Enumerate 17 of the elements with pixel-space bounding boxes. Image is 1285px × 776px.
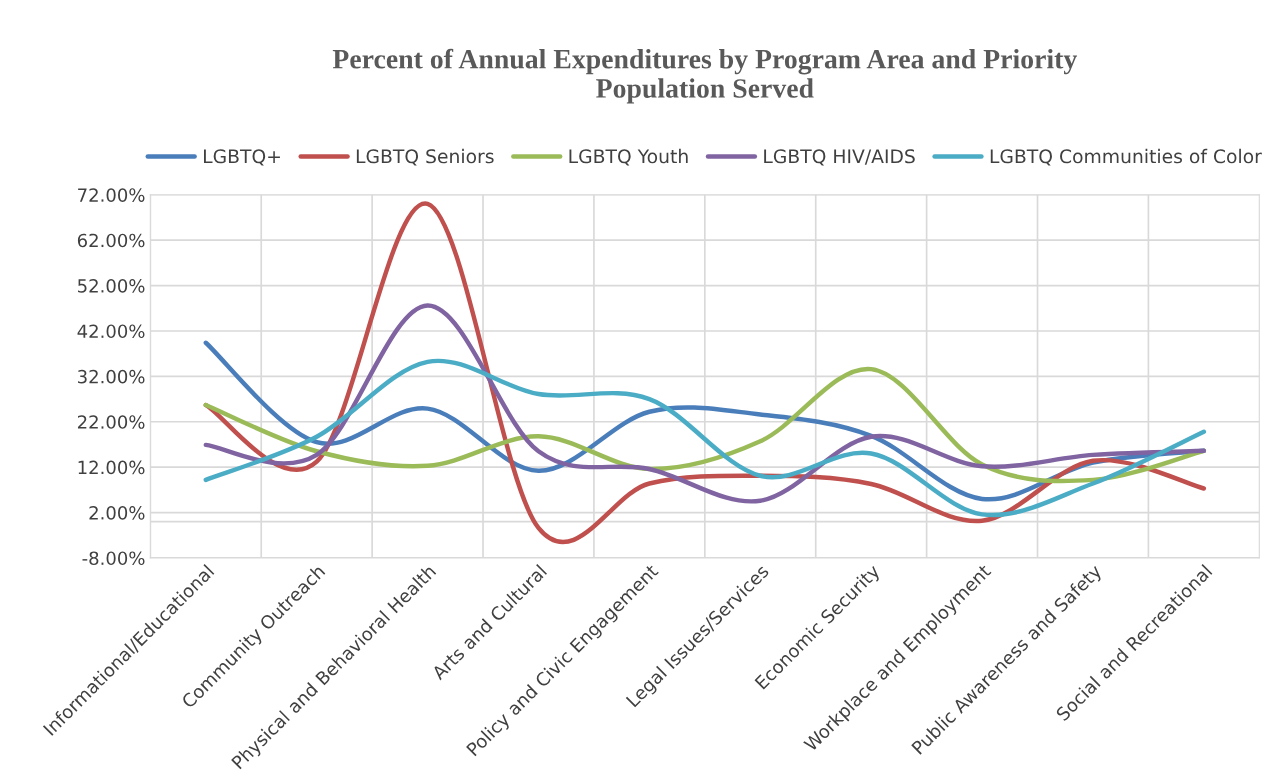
y-tick-label: 52.00% [78, 279, 145, 293]
y-tick-label: 12.00% [78, 460, 145, 475]
legend-label: LGBTQ Communities of Color [990, 148, 1262, 166]
line-series [203, 358, 1207, 518]
y-tick-label: -8.00% [82, 551, 145, 566]
legend-label: LGBTQ Seniors [356, 148, 494, 166]
y-tick-label: 32.00% [78, 369, 145, 384]
chart-title: Percent of Annual Expenditures by Program Area and Priority Population Served [332, 48, 1078, 104]
legend-label: LGBTQ HIV/AIDS [764, 149, 915, 166]
y-tick-label: 42.00% [77, 324, 145, 339]
legend-label: LGBTQ+ [204, 149, 280, 166]
y-tick-label: 22.00% [77, 415, 145, 429]
line-series [203, 303, 1207, 504]
y-tick-label: 2.00% [89, 506, 145, 520]
y-tick-label: 62.00% [77, 233, 145, 248]
y-tick-label: 72.00% [78, 188, 145, 202]
legend-label: LGBTQ Youth [569, 148, 688, 166]
